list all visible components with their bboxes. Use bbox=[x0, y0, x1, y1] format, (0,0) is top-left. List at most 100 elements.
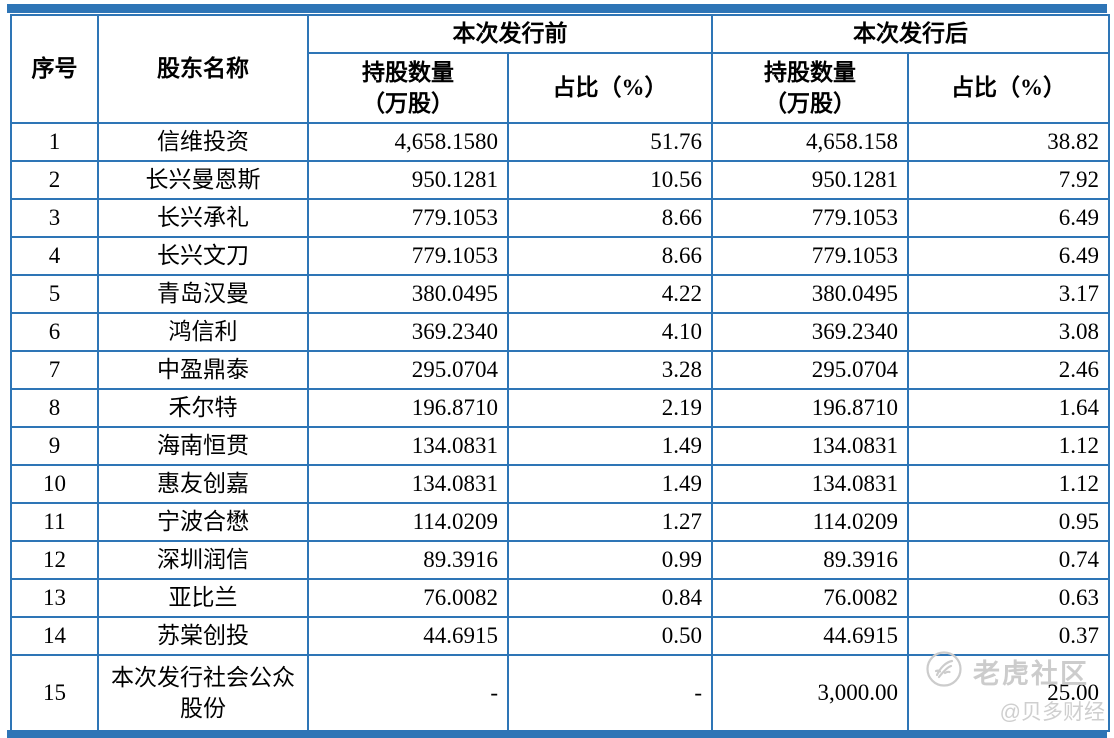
table-row: 1 信维投资 4,658.1580 51.76 4,658.158 38.82 bbox=[10, 122, 1110, 162]
table-row: 10 惠友创嘉 134.0831 1.49 134.0831 1.12 bbox=[10, 464, 1110, 504]
shareholder-name-cell: 中盈鼎泰 bbox=[97, 350, 309, 390]
shareholder-name-cell: 本次发行社会公众股份 bbox=[97, 654, 309, 732]
seq-cell: 2 bbox=[10, 160, 99, 200]
header-post-shares-line1: 持股数量 bbox=[764, 59, 856, 85]
post-shares-cell: 779.1053 bbox=[711, 236, 909, 276]
table-row: 3 长兴承礼 779.1053 8.66 779.1053 6.49 bbox=[10, 198, 1110, 238]
shareholder-name-cell: 长兴曼恩斯 bbox=[97, 160, 309, 200]
pre-pct-cell: - bbox=[507, 654, 713, 732]
shareholder-name-cell: 长兴文刀 bbox=[97, 236, 309, 276]
post-pct-cell: 38.82 bbox=[907, 122, 1110, 162]
shareholder-name-cell: 禾尔特 bbox=[97, 388, 309, 428]
header-seq: 序号 bbox=[10, 14, 99, 124]
pre-pct-cell: 4.22 bbox=[507, 274, 713, 314]
table-row: 13 亚比兰 76.0082 0.84 76.0082 0.63 bbox=[10, 578, 1110, 618]
post-pct-cell: 1.64 bbox=[907, 388, 1110, 428]
pre-pct-cell: 8.66 bbox=[507, 236, 713, 276]
pre-pct-cell: 3.28 bbox=[507, 350, 713, 390]
post-shares-cell: 380.0495 bbox=[711, 274, 909, 314]
shareholder-name-cell: 惠友创嘉 bbox=[97, 464, 309, 504]
header-pre-pct: 占比（%） bbox=[507, 52, 713, 124]
header-pre-shares-line1: 持股数量 bbox=[362, 59, 454, 85]
post-pct-cell: 0.37 bbox=[907, 616, 1110, 656]
post-pct-cell: 2.46 bbox=[907, 350, 1110, 390]
post-shares-cell: 369.2340 bbox=[711, 312, 909, 352]
post-pct-cell: 0.95 bbox=[907, 502, 1110, 542]
pre-shares-cell: 779.1053 bbox=[307, 236, 509, 276]
header-post-pct: 占比（%） bbox=[907, 52, 1110, 124]
pre-shares-cell: - bbox=[307, 654, 509, 732]
table-row: 6 鸿信利 369.2340 4.10 369.2340 3.08 bbox=[10, 312, 1110, 352]
shareholder-name-cell: 青岛汉曼 bbox=[97, 274, 309, 314]
table-body: 1 信维投资 4,658.1580 51.76 4,658.158 38.82 2 长兴曼恩斯… bbox=[10, 122, 1110, 732]
table-row: 4 长兴文刀 779.1053 8.66 779.1053 6.49 bbox=[10, 236, 1110, 276]
seq-cell: 12 bbox=[10, 540, 99, 580]
pre-shares-cell: 369.2340 bbox=[307, 312, 509, 352]
table-row: 2 长兴曼恩斯 950.1281 10.56 950.1281 7.92 bbox=[10, 160, 1110, 200]
post-shares-cell: 134.0831 bbox=[711, 426, 909, 466]
post-pct-cell: 1.12 bbox=[907, 426, 1110, 466]
seq-cell: 11 bbox=[10, 502, 99, 542]
seq-cell: 9 bbox=[10, 426, 99, 466]
post-shares-cell: 114.0209 bbox=[711, 502, 909, 542]
shareholder-name-cell: 苏棠创投 bbox=[97, 616, 309, 656]
table-row: 11 宁波合懋 114.0209 1.27 114.0209 0.95 bbox=[10, 502, 1110, 542]
shareholder-name-cell: 亚比兰 bbox=[97, 578, 309, 618]
pre-shares-cell: 76.0082 bbox=[307, 578, 509, 618]
shareholder-name-cell: 宁波合懋 bbox=[97, 502, 309, 542]
table-row: 7 中盈鼎泰 295.0704 3.28 295.0704 2.46 bbox=[10, 350, 1110, 390]
header-pre-issue: 本次发行前 bbox=[307, 14, 713, 54]
post-pct-cell: 0.74 bbox=[907, 540, 1110, 580]
pre-shares-cell: 44.6915 bbox=[307, 616, 509, 656]
seq-cell: 1 bbox=[10, 122, 99, 162]
post-shares-cell: 779.1053 bbox=[711, 198, 909, 238]
post-pct-cell: 7.92 bbox=[907, 160, 1110, 200]
post-shares-cell: 134.0831 bbox=[711, 464, 909, 504]
seq-cell: 10 bbox=[10, 464, 99, 504]
post-pct-cell: 6.49 bbox=[907, 198, 1110, 238]
pre-shares-cell: 295.0704 bbox=[307, 350, 509, 390]
post-shares-cell: 76.0082 bbox=[711, 578, 909, 618]
shareholder-name-cell: 海南恒贯 bbox=[97, 426, 309, 466]
seq-cell: 13 bbox=[10, 578, 99, 618]
post-pct-cell: 6.49 bbox=[907, 236, 1110, 276]
table-row: 14 苏棠创投 44.6915 0.50 44.6915 0.37 bbox=[10, 616, 1110, 656]
header-post-shares: 持股数量 （万股） bbox=[711, 52, 909, 124]
pre-pct-cell: 4.10 bbox=[507, 312, 713, 352]
post-pct-cell: 25.00 bbox=[907, 654, 1110, 732]
post-shares-cell: 44.6915 bbox=[711, 616, 909, 656]
post-pct-cell: 0.63 bbox=[907, 578, 1110, 618]
pre-pct-cell: 2.19 bbox=[507, 388, 713, 428]
pre-pct-cell: 0.84 bbox=[507, 578, 713, 618]
post-shares-cell: 196.8710 bbox=[711, 388, 909, 428]
post-pct-cell: 1.12 bbox=[907, 464, 1110, 504]
pre-pct-cell: 0.99 bbox=[507, 540, 713, 580]
seq-cell: 14 bbox=[10, 616, 99, 656]
pre-shares-cell: 196.8710 bbox=[307, 388, 509, 428]
header-post-issue: 本次发行后 bbox=[711, 14, 1110, 54]
pre-pct-cell: 10.56 bbox=[507, 160, 713, 200]
top-accent-bar bbox=[7, 4, 1107, 13]
seq-cell: 15 bbox=[10, 654, 99, 732]
seq-cell: 6 bbox=[10, 312, 99, 352]
pre-shares-cell: 89.3916 bbox=[307, 540, 509, 580]
shareholder-table: 序号 股东名称 本次发行前 本次发行后 持股数量 （万股） 占比（%） 持股数量… bbox=[10, 14, 1110, 732]
pre-shares-cell: 114.0209 bbox=[307, 502, 509, 542]
post-pct-cell: 3.17 bbox=[907, 274, 1110, 314]
header-pre-shares-line2: （万股） bbox=[362, 91, 454, 116]
header-pre-shares: 持股数量 （万股） bbox=[307, 52, 509, 124]
seq-cell: 3 bbox=[10, 198, 99, 238]
pre-pct-cell: 1.27 bbox=[507, 502, 713, 542]
pre-pct-cell: 1.49 bbox=[507, 426, 713, 466]
post-shares-cell: 4,658.158 bbox=[711, 122, 909, 162]
pre-shares-cell: 779.1053 bbox=[307, 198, 509, 238]
table-row: 5 青岛汉曼 380.0495 4.22 380.0495 3.17 bbox=[10, 274, 1110, 314]
shareholder-name-cell: 深圳润信 bbox=[97, 540, 309, 580]
pre-shares-cell: 134.0831 bbox=[307, 464, 509, 504]
post-shares-cell: 89.3916 bbox=[711, 540, 909, 580]
pre-shares-cell: 134.0831 bbox=[307, 426, 509, 466]
shareholder-name-cell: 长兴承礼 bbox=[97, 198, 309, 238]
post-shares-cell: 295.0704 bbox=[711, 350, 909, 390]
post-pct-cell: 3.08 bbox=[907, 312, 1110, 352]
